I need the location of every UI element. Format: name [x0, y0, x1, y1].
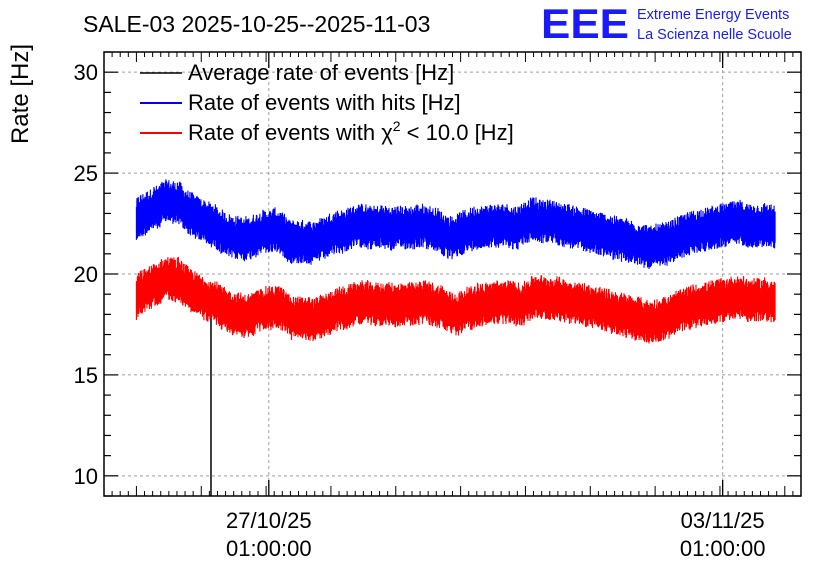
y-tick-label-15: 15	[74, 363, 98, 388]
legend-label-chi2: Rate of events with χ2 < 10.0 [Hz]	[188, 118, 514, 145]
grid-lines	[104, 52, 801, 496]
series-hits-line	[135, 179, 776, 270]
legend: Average rate of events [Hz] Rate of event…	[140, 60, 514, 145]
eee-logo: EEE Extreme Energy Events La Scienza nel…	[541, 0, 792, 47]
x-tick-label-date-0: 27/10/25	[226, 508, 312, 533]
logo-letters: EEE	[541, 0, 629, 47]
legend-label-hits: Rate of events with hits [Hz]	[188, 90, 461, 115]
y-tick-label-30: 30	[74, 60, 98, 85]
series-layer	[135, 179, 776, 496]
x-tick-label-time-1: 01:00:00	[680, 536, 766, 561]
x-tick-label-time-0: 01:00:00	[226, 536, 312, 561]
y-axis-label: Rate [Hz]	[7, 44, 34, 144]
x-tick-label-date-1: 03/11/25	[681, 508, 765, 533]
legend-label-average: Average rate of events [Hz]	[188, 60, 454, 85]
logo-line2: La Scienza nelle Scuole	[637, 27, 792, 43]
logo-line1: Extreme Energy Events	[637, 7, 789, 23]
y-tick-label-10: 10	[74, 464, 98, 489]
y-tick-label-25: 25	[74, 161, 98, 186]
axes: 10 15 20 25 30 27/10/25 01:00:00 03/11/25 01:00:…	[74, 51, 802, 561]
chart-title: SALE-03 2025-10-25--2025-11-03	[83, 11, 430, 37]
y-tick-label-20: 20	[74, 262, 98, 287]
series-chi2-line	[135, 256, 776, 344]
